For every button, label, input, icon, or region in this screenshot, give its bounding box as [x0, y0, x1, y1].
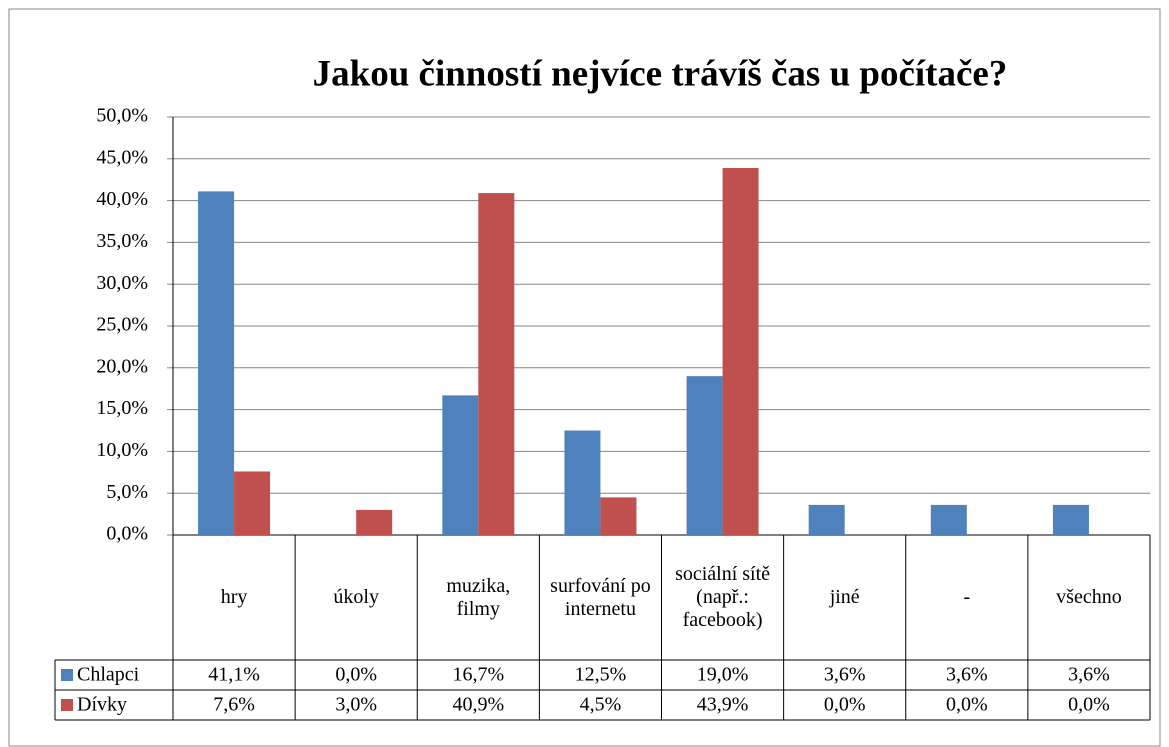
x-tick-label: muzika, filmy: [446, 574, 511, 620]
y-tick-label: 50,0%: [96, 105, 148, 127]
data-label: 3,0%: [335, 694, 377, 716]
data-label: 0,0%: [335, 664, 377, 686]
y-tick-label: 30,0%: [96, 272, 148, 294]
bar: [478, 193, 515, 536]
y-tick-label: 5,0%: [106, 481, 148, 503]
legend-label: Chlapci: [77, 664, 140, 686]
data-label: 41,1%: [208, 664, 260, 686]
data-label: 3,6%: [946, 664, 988, 686]
x-tick-label: -: [963, 586, 971, 608]
data-label: 12,5%: [575, 664, 627, 686]
bar: [442, 395, 479, 535]
data-label: 16,7%: [452, 664, 504, 686]
y-tick-label: 15,0%: [96, 397, 148, 419]
data-label: 0,0%: [824, 694, 866, 716]
bar: [930, 504, 967, 535]
data-label: 0,0%: [946, 694, 988, 716]
y-tick-label: 0,0%: [106, 523, 148, 545]
data-label: 7,6%: [213, 694, 255, 716]
bar: [564, 430, 601, 535]
bar: [600, 497, 637, 535]
data-label: 19,0%: [697, 664, 749, 686]
bar: [686, 376, 723, 535]
legend-label: Dívky: [77, 694, 127, 716]
data-label: 43,9%: [697, 694, 749, 716]
y-tick-label: 10,0%: [96, 439, 148, 461]
x-tick-label: sociální sítě (např.: facebook): [675, 563, 771, 631]
x-tick-label: úkoly: [333, 586, 379, 608]
y-tick-label: 40,0%: [96, 188, 148, 210]
x-tick-label: hry: [220, 586, 248, 608]
x-tick-label: surfování po internetu: [550, 574, 651, 620]
chart-title: Jakou činností nejvíce trávíš čas u počí…: [313, 53, 1008, 94]
y-tick-label: 25,0%: [96, 314, 148, 336]
data-label: 0,0%: [1068, 694, 1110, 716]
y-tick-label: 35,0%: [96, 230, 148, 252]
bar: [234, 471, 271, 535]
data-label: 40,9%: [452, 694, 504, 716]
y-tick-label: 45,0%: [96, 146, 148, 168]
bar: [722, 167, 759, 535]
data-label: 3,6%: [824, 664, 866, 686]
legend-swatch: [61, 699, 73, 711]
data-label: 3,6%: [1068, 664, 1110, 686]
x-tick-label: všechno: [1056, 586, 1122, 608]
bar: [1052, 504, 1089, 535]
bar: [356, 509, 393, 535]
y-tick-label: 20,0%: [96, 355, 148, 377]
data-label: 4,5%: [580, 694, 622, 716]
x-tick-label: jiné: [829, 586, 860, 608]
bar: [808, 504, 845, 535]
bar: [198, 191, 235, 536]
legend-swatch: [61, 669, 73, 681]
